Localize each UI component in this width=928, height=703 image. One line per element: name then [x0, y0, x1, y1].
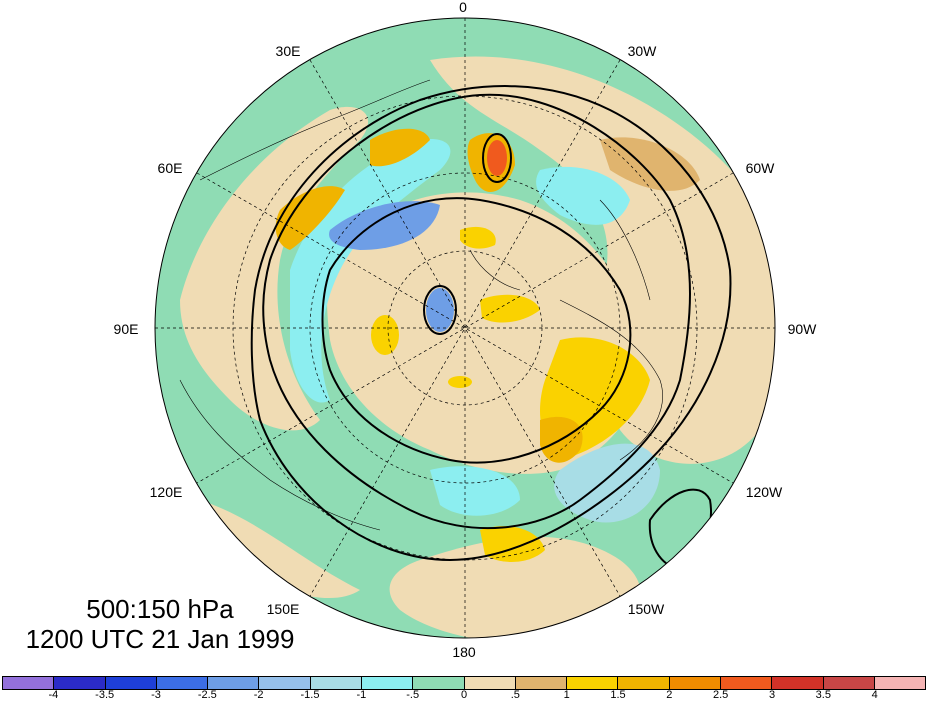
- colorbar-tick-label: 3: [768, 689, 776, 701]
- colorbar-swatch: [54, 677, 106, 689]
- colorbar-swatch: [823, 677, 875, 689]
- colorbar-swatch: [413, 677, 465, 689]
- lon-label-120e: 120E: [150, 484, 183, 500]
- colorbar-swatch: [310, 677, 362, 689]
- title-time: 1200 UTC 21 Jan 1999: [25, 624, 295, 654]
- cyan-patch-greenland: [536, 166, 630, 225]
- colorbar-tick-label: -4: [48, 689, 59, 701]
- colorbar-tick-label: 4: [871, 689, 878, 701]
- colorbar-tick-label: -3.5: [95, 689, 115, 701]
- contour-iceland-high: [482, 133, 512, 183]
- colorbar-tick-label: 0: [460, 689, 468, 701]
- colorbar-swatch: [105, 677, 157, 689]
- colorbar-swatch: [772, 677, 824, 689]
- contour-outer: [262, 93, 691, 530]
- lon-label-30e: 30E: [276, 43, 301, 59]
- colorbar-swatch: [361, 677, 414, 689]
- contours: [250, 85, 732, 572]
- lon-label-60e: 60E: [158, 160, 183, 176]
- orange-patch-urals: [275, 186, 345, 250]
- cyan-patch-pacific-east: [554, 443, 660, 523]
- colorbar-swatch: [156, 677, 209, 689]
- orange-patch-scandinavia: [370, 128, 430, 167]
- colorbar-swatch: [208, 677, 260, 689]
- meridian-30e-150w: [309, 59, 621, 597]
- coastline-canada: [559, 299, 663, 461]
- lon-label-150e: 150E: [267, 601, 300, 617]
- colorbar-tick-label: -.5: [406, 689, 420, 701]
- contour-jet: [250, 85, 732, 562]
- contour-inner: [321, 197, 632, 464]
- blue-core-pole: [426, 288, 454, 332]
- contour-pole-low: [423, 285, 457, 335]
- meridian-30w-150e: [309, 59, 621, 597]
- colorbar-tick-label: 3.5: [815, 689, 831, 701]
- colorbar-swatch: [3, 677, 55, 689]
- colorbar-tick-label: -2.5: [197, 689, 217, 701]
- coastline-arctic: [469, 249, 521, 291]
- colorbar-swatch: [515, 677, 568, 689]
- colorbar-swatch: [567, 677, 619, 689]
- colorbar-tick-label: -1: [356, 689, 367, 701]
- colorbar-swatch: [720, 677, 773, 689]
- colorbar-swatch: [259, 677, 311, 689]
- coastline-greenland: [599, 199, 651, 301]
- lon-label-120w: 120W: [746, 484, 783, 500]
- colorbar-tick-label: .5: [510, 689, 520, 701]
- colorbar: [2, 676, 926, 690]
- yellow-patch-small: [448, 376, 472, 388]
- tan-region-bering: [199, 500, 360, 599]
- colorbar-swatch: [669, 677, 721, 689]
- lon-label-0: 0: [459, 0, 467, 15]
- cyan-patch-pacific: [430, 466, 520, 516]
- map-boundary: [154, 17, 776, 639]
- colorbar-tick-label: -2: [253, 689, 264, 701]
- tan-region-atlantic: [430, 56, 775, 464]
- coastlines: [179, 79, 663, 531]
- lon-label-90e: 90E: [114, 321, 139, 337]
- colorbar-tick-label: 2.5: [713, 689, 729, 701]
- yellow-patch-siberia: [371, 315, 399, 355]
- title-levels: 500:150 hPa: [86, 594, 234, 624]
- yellow-patch-barents: [460, 226, 496, 249]
- red-core-iceland: [487, 140, 507, 176]
- lon-label-90w: 90W: [788, 321, 818, 337]
- lon-label-180: 180: [452, 644, 476, 660]
- colorbar-swatch: [618, 677, 670, 689]
- brown-patch-north: [600, 137, 700, 191]
- colorbar-tick-label: 1: [563, 689, 570, 701]
- lon-label-30w: 30W: [628, 43, 658, 59]
- yellow-patch-arctic: [480, 294, 540, 323]
- colorbar-tick-label: 1.5: [610, 689, 626, 701]
- tan-region-asia: [180, 106, 369, 431]
- colorbar-labels: -4 -3.5 -3 -2.5 -2 -1.5 -1 -.5 0 .5 1 1.5 2 2.5 3 3.5 4: [2, 689, 926, 703]
- meridian-60w-120e: [196, 172, 734, 484]
- colorbar-tick-label: -3: [151, 689, 161, 701]
- coastline-asia: [179, 379, 381, 531]
- colorbar-tick-label: -1.5: [300, 689, 320, 701]
- colorbar-swatch: [874, 677, 926, 689]
- coastline-europe: [199, 79, 431, 181]
- lon-label-150w: 150W: [628, 601, 665, 617]
- graticule: [155, 18, 775, 638]
- lon-label-60w: 60W: [746, 160, 776, 176]
- colorbar-tick-label: 2: [666, 689, 673, 701]
- meridian-60e-120w: [196, 172, 734, 484]
- colorbar-swatch: [464, 677, 516, 689]
